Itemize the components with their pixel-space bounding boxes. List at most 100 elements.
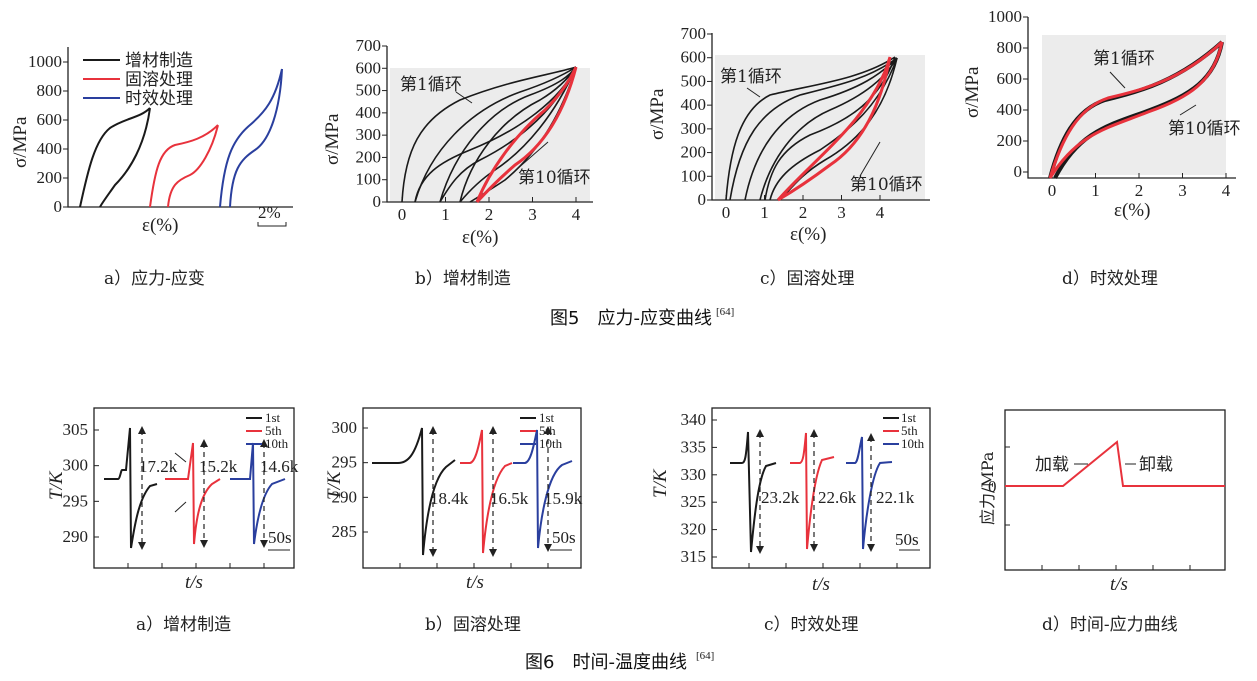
fig6a-5th xyxy=(165,442,221,545)
fig6a-10th xyxy=(230,442,286,545)
fig5c-cycle10 xyxy=(776,56,892,202)
fig5c-xlabel: ε(%) xyxy=(790,224,826,245)
fig5a-ylabel: σ/MPa xyxy=(10,116,31,168)
fig6b-10th xyxy=(513,429,573,549)
fig6c-legend-1st: 1st xyxy=(901,410,917,425)
fig6a-legend-1st: 1st xyxy=(265,410,281,425)
fig6d-stress-line xyxy=(1005,440,1225,487)
fig5b-annot-cycle1: 第1循环 xyxy=(400,75,462,95)
fig5b-caption: b）增材制造 xyxy=(415,269,511,289)
fig6a-ytick-label-2: 300 xyxy=(63,456,89,475)
fig6c-xlabel: t/s xyxy=(812,574,830,595)
fig5b-xtick-label-3: 3 xyxy=(528,205,537,224)
fig5c-xtick-label-3: 3 xyxy=(837,203,846,222)
fig6c-scalebar: 50s xyxy=(895,530,919,549)
fig5a-caption: a）应力-应变 xyxy=(104,269,205,289)
fig5c-xtick-label-0: 0 xyxy=(722,203,731,222)
fig6b-5th xyxy=(460,429,513,554)
fig6d-ylabel: 应力/MPa xyxy=(978,451,997,525)
fig5b-cycle10 xyxy=(475,66,578,204)
fig5c-xtick-label-1: 1 xyxy=(760,203,769,222)
fig6b-ylabel: T/K xyxy=(324,470,345,500)
fig5c-ytick-label-1: 100 xyxy=(681,166,707,185)
fig5d-ytick-label-2: 400 xyxy=(997,100,1023,119)
fig5d-xtick-label-2: 2 xyxy=(1135,181,1144,200)
fig6c-label-5th: 22.6k xyxy=(818,488,857,507)
fig6c-ylabel: T/K xyxy=(650,468,671,498)
fig5b-ytick-label-5: 500 xyxy=(356,81,382,100)
fig5d-ytick-label-5: 1000 xyxy=(988,7,1022,26)
fig6b-caption: b）固溶处理 xyxy=(425,615,521,635)
fig5a-legend-st: 固溶处理 xyxy=(125,70,193,90)
fig6c-10th xyxy=(846,436,893,550)
fig5c-ytick-label-3: 300 xyxy=(681,119,707,138)
fig5d-xtick-label-1: 1 xyxy=(1091,181,1100,200)
fig5c-ytick-label-5: 500 xyxy=(681,71,707,90)
fig5-title: 图5 应力-应变曲线 [64] xyxy=(550,306,734,329)
fig5a-ytick-label-5: 1000 xyxy=(28,52,62,71)
fig6c-legend-10th: 10th xyxy=(901,436,925,451)
fig6a-legend-10th: 10th xyxy=(265,436,289,451)
fig5c-ytick-label-0: 0 xyxy=(698,190,707,209)
fig6b-ytick-label-2: 295 xyxy=(332,453,358,472)
fig6b-ytick-label-3: 300 xyxy=(332,418,358,437)
fig5b-xtick-label-1: 1 xyxy=(441,205,450,224)
fig5d-cycles xyxy=(1048,40,1224,179)
fig5c-xtick-label-4: 4 xyxy=(876,203,885,222)
fig6c-ytick-label-1: 320 xyxy=(681,520,707,539)
fig5c-annot-cycle10: 第10循环 xyxy=(850,175,923,195)
fig5a-legend-am: 增材制造 xyxy=(125,51,193,71)
fig6c-ytick-label-3: 330 xyxy=(681,465,707,484)
fig6a-scalebar: 50s xyxy=(268,528,292,547)
fig5b-ytick-label-2: 200 xyxy=(356,147,382,166)
fig5d-xtick-label-4: 4 xyxy=(1222,181,1231,200)
fig6c-ytick-label-0: 315 xyxy=(681,547,707,566)
fig5b-ytick-label-7: 700 xyxy=(356,36,382,55)
fig6-panel-a: 290 295 300 305 T/K t/s 17.2k 15.2k 14.6k 1… xyxy=(46,407,299,635)
fig5c-ytick-label-4: 400 xyxy=(681,95,707,114)
fig5b-ytick-label-4: 400 xyxy=(356,103,382,122)
fig6-panel-c: 315 320 325 330 335 340 T/K t/s 23.2k 22.6k 2… xyxy=(650,407,931,635)
fig5d-ytick-label-4: 800 xyxy=(997,38,1023,57)
fig5a-scalebar-label: 2% xyxy=(258,203,281,222)
fig5b-xtick-label-2: 2 xyxy=(485,205,494,224)
fig6c-legend-5th: 5th xyxy=(901,423,918,438)
fig5-panel-c: 0 100 200 300 400 500 600 700 0 1 2 3 4 σ/MPa ε(%) 第… xyxy=(647,24,930,289)
fig6c-label-1st: 23.2k xyxy=(761,488,800,507)
fig6a-legend-5th: 5th xyxy=(265,423,282,438)
fig5a-xlabel: ε(%) xyxy=(142,215,178,236)
fig5d-ytick-label-3: 600 xyxy=(997,69,1023,88)
fig6-title-ref: [64] xyxy=(696,650,714,662)
fig5b-ytick-label-1: 100 xyxy=(356,170,382,189)
fig6d-annot-unload: 卸载 xyxy=(1139,455,1173,475)
fig5d-annot-cycle10: 第10循环 xyxy=(1168,119,1241,139)
fig5-panel-b: 0 100 200 300 400 500 600 700 0 1 2 3 4 σ/MPa ε(%) 第… xyxy=(322,36,593,289)
fig5d-xlabel: ε(%) xyxy=(1114,200,1150,221)
fig5c-ytick-label-2: 200 xyxy=(681,143,707,162)
fig6d-annot-load: 加载 xyxy=(1035,455,1069,475)
fig6b-ytick-label-1: 290 xyxy=(332,487,358,506)
fig5c-ytick-label-6: 600 xyxy=(681,48,707,67)
fig5c-caption: c）固溶处理 xyxy=(760,269,855,289)
fig5b-xtick-label-0: 0 xyxy=(398,205,407,224)
fig5a-ytick-label-1: 200 xyxy=(37,168,63,187)
fig6a-ytick-label-0: 290 xyxy=(63,527,89,546)
fig6c-ytick-label-2: 325 xyxy=(681,492,707,511)
fig5a-ytick-label-0: 0 xyxy=(54,197,63,216)
fig6a-xlabel: t/s xyxy=(185,572,203,593)
fig6d-ytick-0: 0 xyxy=(988,477,997,496)
fig5a-ytick-label-2: 400 xyxy=(37,139,63,158)
fig6b-legend-5th: 5th xyxy=(539,423,556,438)
fig6b-scalebar: 50s xyxy=(552,528,576,547)
fig6c-ytick-label-4: 335 xyxy=(681,437,707,456)
fig5d-ytick-label-1: 200 xyxy=(997,131,1023,150)
fig5-title-ref: [64] xyxy=(716,306,734,318)
fig6a-1st xyxy=(104,427,158,549)
fig6b-ytick-label-0: 285 xyxy=(332,522,358,541)
fig5d-caption: d）时效处理 xyxy=(1062,269,1158,289)
fig6-title-text: 图6 时间-温度曲线 xyxy=(525,652,687,673)
fig5b-ytick-label-3: 300 xyxy=(356,125,382,144)
fig5d-xtick-label-3: 3 xyxy=(1178,181,1187,200)
fig5b-ytick-label-6: 600 xyxy=(356,58,382,77)
fig6a-label-1st: 17.2k xyxy=(139,457,178,476)
